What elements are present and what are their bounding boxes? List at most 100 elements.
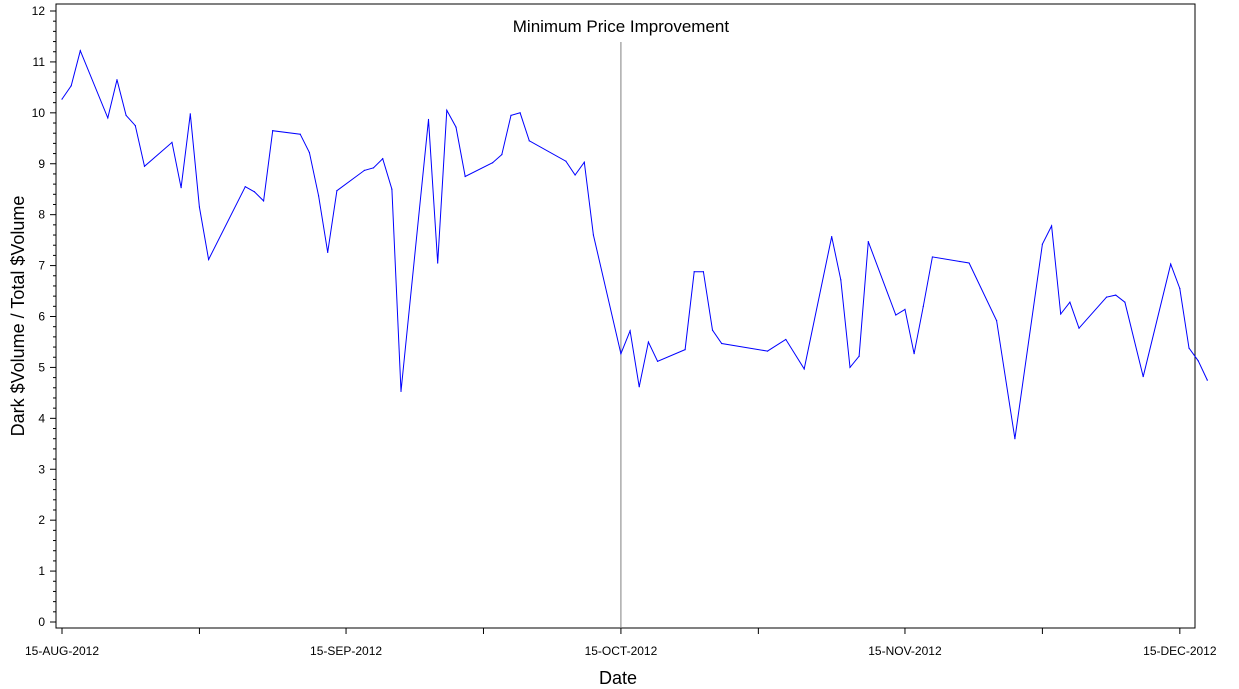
data-point (125, 114, 127, 116)
data-point (702, 271, 704, 273)
data-point (1206, 379, 1208, 381)
data-point (647, 341, 650, 343)
data-point (79, 50, 81, 52)
data-point (116, 79, 118, 81)
data-point (959, 260, 961, 263)
y-tick-label: 9 (38, 157, 45, 171)
data-point (299, 133, 301, 135)
x-tick-label: 15-DEC-2012 (1143, 644, 1217, 658)
y-tick-label: 10 (32, 106, 46, 120)
y-tick-label: 3 (38, 462, 45, 476)
reference-line-group: Minimum Price Improvement (513, 17, 730, 628)
y-tick-label: 8 (38, 208, 45, 222)
y-tick-label: 12 (32, 4, 46, 18)
reference-line-label: Minimum Price Improvement (513, 17, 730, 36)
data-point (785, 338, 787, 341)
data-point (1078, 327, 1080, 329)
y-tick-label: 4 (38, 411, 45, 425)
data-point (1142, 375, 1144, 378)
data-point (492, 162, 494, 164)
data-point (1124, 301, 1126, 303)
data-point (427, 118, 430, 121)
data-point (620, 353, 622, 355)
data-point (1041, 243, 1043, 245)
data-point (446, 109, 448, 111)
data-point (363, 169, 365, 171)
data-point (1188, 347, 1190, 349)
data-point (574, 174, 576, 176)
data-point (528, 140, 530, 142)
y-axis-title: Dark $Volume / Total $Volume (8, 196, 28, 437)
data-point (519, 112, 521, 114)
data-points (61, 50, 1208, 440)
data-point (904, 308, 906, 310)
y-tick-label: 5 (38, 360, 45, 374)
data-point (922, 305, 924, 307)
data-point (849, 366, 851, 369)
data-point (400, 390, 402, 392)
data-point (317, 195, 320, 197)
data-point (656, 360, 659, 362)
y-tick-label: 11 (33, 55, 46, 69)
data-point (70, 85, 72, 87)
data-point (501, 153, 503, 156)
data-point (840, 279, 842, 281)
data-point (565, 160, 567, 162)
x-tick-label: 15-AUG-2012 (25, 644, 99, 658)
data-point (684, 348, 686, 351)
x-axis-title: Date (599, 668, 637, 688)
data-point (858, 355, 860, 357)
data-point (638, 386, 640, 388)
x-tick-label: 15-OCT-2012 (585, 644, 658, 658)
data-point (253, 191, 256, 193)
data-point (711, 329, 714, 331)
data-point (134, 124, 136, 127)
data-point (1170, 263, 1172, 265)
data-point (721, 342, 723, 345)
data-point (382, 158, 384, 160)
data-point (1069, 301, 1071, 303)
x-tick-label: 15-SEP-2012 (310, 644, 382, 658)
data-point (766, 350, 769, 352)
data-point (391, 188, 393, 190)
data-point (831, 235, 833, 238)
data-point (244, 186, 246, 188)
data-point (372, 167, 375, 169)
data-point (262, 200, 265, 202)
y-tick-label: 2 (38, 513, 45, 527)
y-tick-label: 1 (38, 564, 45, 578)
data-point (107, 117, 109, 119)
data-point (895, 314, 897, 316)
data-point (336, 190, 338, 192)
data-point (968, 262, 970, 264)
data-point (61, 98, 63, 100)
data-point (1179, 287, 1181, 290)
data-point (995, 319, 998, 322)
data-point (592, 234, 595, 236)
plot-frame (55, 3, 1196, 629)
data-point (455, 126, 457, 128)
data-point (1105, 296, 1108, 298)
series-line (61, 49, 1208, 439)
data-point (198, 206, 201, 208)
data-point (464, 175, 466, 178)
data-point (931, 256, 934, 258)
data-point (143, 165, 146, 167)
data-point (1115, 294, 1117, 296)
data-point (189, 113, 191, 115)
data-point (308, 151, 310, 154)
data-point (803, 368, 805, 370)
data-point (180, 187, 182, 189)
data-point (1050, 225, 1053, 227)
data-point (867, 241, 869, 243)
data-point (437, 262, 439, 264)
data-point (693, 271, 695, 273)
data-point (1014, 438, 1016, 440)
data-point (583, 161, 585, 163)
x-axis: 15-AUG-2012 15-SEP-2012 15-OCT-2012 15-NOV-… (25, 628, 1217, 658)
y-tick-label: 6 (38, 310, 45, 324)
data-point (208, 258, 210, 261)
data-point (1060, 313, 1062, 315)
